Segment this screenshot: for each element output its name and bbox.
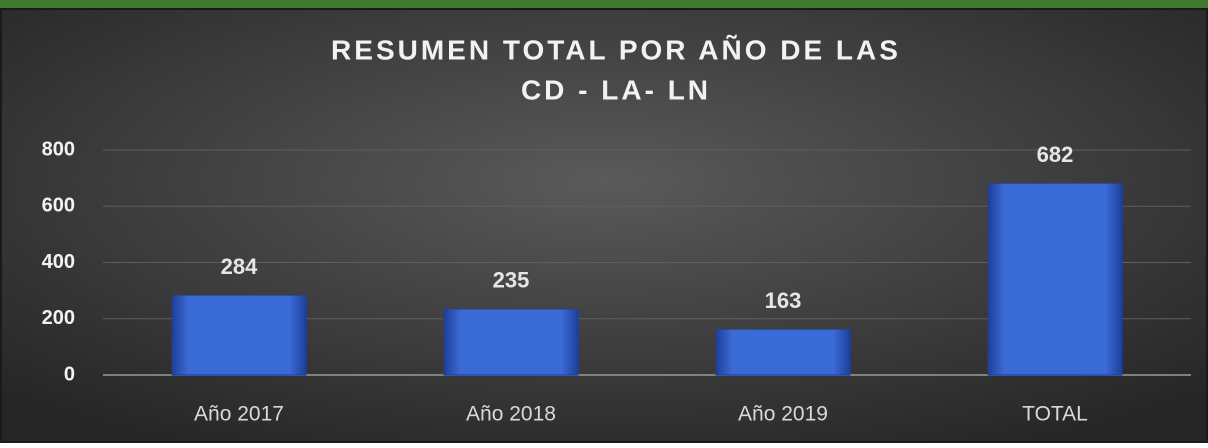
x-tick-label: TOTAL <box>1022 403 1088 426</box>
y-tick-label: 200 <box>42 307 75 329</box>
chart-title: CD - LA- LN <box>521 74 711 105</box>
bar <box>171 294 307 376</box>
y-tick-label: 800 <box>42 138 75 160</box>
y-tick-label: 600 <box>42 195 75 217</box>
bar <box>443 308 579 376</box>
data-label: 284 <box>221 254 258 279</box>
chart-title: RESUMEN TOTAL POR AÑO DE LAS <box>331 34 901 65</box>
x-tick-label: Año 2019 <box>738 403 828 426</box>
x-tick-label: Año 2017 <box>194 403 284 426</box>
bar <box>987 182 1123 376</box>
data-label: 235 <box>493 268 530 293</box>
data-label: 163 <box>765 288 802 313</box>
bar <box>715 328 851 376</box>
data-label: 682 <box>1037 142 1074 167</box>
y-tick-label: 0 <box>64 363 75 385</box>
y-tick-label: 400 <box>42 251 75 273</box>
x-tick-label: Año 2018 <box>466 403 556 426</box>
top-bar <box>0 0 1208 8</box>
